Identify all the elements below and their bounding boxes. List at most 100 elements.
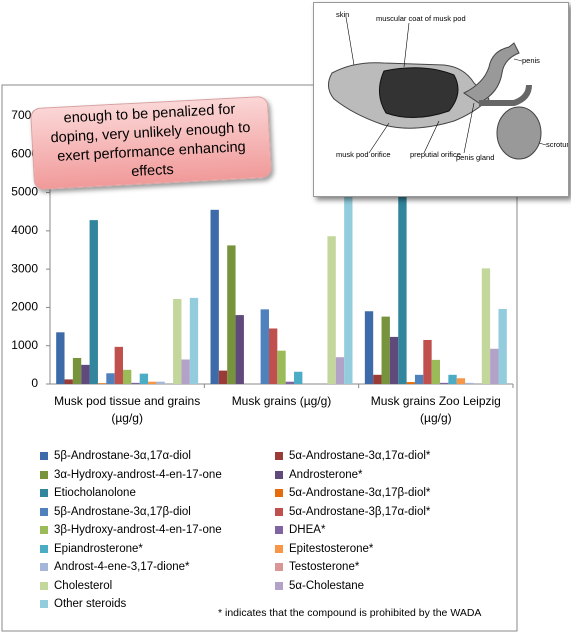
bar — [431, 359, 441, 384]
bar — [465, 382, 474, 384]
bar — [148, 381, 157, 384]
x-tick-label: Musk grains (µg/g) — [231, 394, 332, 408]
bar — [344, 181, 353, 384]
legend: 5β-Androstane-3α,17α-diol 5α-Androstane-3… — [40, 447, 510, 614]
legend-item: Cholesterol — [40, 577, 275, 596]
legend-swatch — [275, 544, 283, 553]
bar — [89, 220, 98, 384]
legend-label: 5α-Androstane-3α,17α-diol* — [289, 450, 431, 463]
legend-swatch — [275, 563, 283, 572]
bar — [327, 236, 336, 384]
legend-label: 3β-Hydroxy-androst-4-en-17-one — [54, 524, 222, 537]
legend-item: 3α-Hydroxy-androst-4-en-17-one — [40, 466, 275, 485]
bar — [481, 268, 491, 384]
penis-shape — [463, 42, 520, 104]
diagram-label: skin — [336, 10, 349, 19]
callout: enough to be penalized for doping, very … — [30, 95, 272, 191]
bar — [440, 382, 449, 384]
legend-swatch — [275, 507, 283, 516]
legend-swatch — [275, 452, 283, 461]
x-tick-label: Musk grains Zoo Leipzig (µg/g) — [370, 394, 501, 425]
bar — [285, 381, 295, 384]
bar — [423, 339, 432, 384]
legend-item: 5β-Androstane-3α,17α-diol — [40, 447, 275, 466]
legend-label: Androst-4-ene-3,17-dione* — [54, 561, 190, 574]
bar — [406, 382, 415, 384]
bar — [181, 359, 190, 384]
legend-item: 5β-Androstane-3α,17β-diol — [40, 503, 275, 522]
scrotum-shape — [496, 106, 542, 160]
bar — [268, 328, 278, 384]
legend-label: Other steroids — [54, 598, 127, 611]
legend-item: 5α-Androstane-3α,17β-diol* — [275, 484, 510, 503]
y-tick-label: 4000 — [11, 223, 38, 237]
legend-item: Androst-4-ene-3,17-dione* — [40, 558, 275, 577]
bar — [210, 209, 219, 384]
legend-item: DHEA* — [275, 521, 510, 540]
legend-item: Testosterone* — [275, 558, 510, 577]
legend-swatch — [40, 470, 48, 479]
legend-item: 5α-Androstane-3α,17α-diol* — [275, 447, 510, 466]
legend-label: 3α-Hydroxy-androst-4-en-17-one — [54, 468, 222, 481]
bar — [398, 169, 407, 384]
diagram-drawing: skin muscular coat of musk pod penis scrotu… — [328, 10, 571, 162]
legend-label: Epitestosterone* — [289, 542, 374, 555]
bar — [218, 370, 228, 384]
legend-label: 5β-Androstane-3α,17β-diol — [54, 505, 191, 518]
duct — [479, 84, 532, 106]
bar — [131, 382, 140, 384]
legend-label: Etiocholanolone — [54, 487, 136, 500]
bar — [260, 309, 269, 384]
x-tick-label: Musk pod tissue and grains (µg/g) — [54, 394, 201, 425]
bar — [106, 373, 115, 384]
diagram-label: musk pod orifice — [336, 150, 391, 159]
bar — [173, 299, 182, 384]
legend-label: 5α-Cholestane — [289, 579, 365, 592]
y-tick-label: 0 — [31, 376, 38, 390]
legend-swatch — [40, 489, 48, 498]
footnote: * indicates that the compound is prohibi… — [218, 607, 482, 619]
bar — [81, 364, 90, 384]
bar — [277, 350, 286, 384]
bar — [227, 245, 236, 384]
bar — [498, 308, 507, 384]
diagram-label: muscular coat of musk pod — [376, 14, 466, 23]
legend-label: Testosterone* — [289, 561, 360, 574]
bar — [414, 374, 424, 384]
legend-item: Epiandrosterone* — [40, 540, 275, 559]
bar — [97, 383, 107, 384]
bar — [456, 378, 466, 384]
bar — [114, 346, 123, 384]
bar — [56, 332, 65, 384]
legend-swatch — [40, 581, 48, 590]
legend-item: Epitestosterone* — [275, 540, 510, 559]
bar — [64, 379, 73, 384]
y-tick-label: 5000 — [11, 185, 38, 199]
bar — [448, 374, 457, 384]
y-tick-label: 3000 — [11, 261, 38, 275]
legend-label: DHEA* — [289, 524, 326, 537]
legend-swatch — [40, 507, 48, 516]
bar — [490, 348, 499, 384]
bar — [389, 336, 399, 384]
bar — [189, 297, 199, 384]
bar — [235, 315, 244, 384]
legend-item: 3β-Hydroxy-androst-4-en-17-one — [40, 521, 275, 540]
bar — [381, 316, 390, 384]
legend-label: 5α-Androstane-3α,17β-diol* — [289, 487, 431, 500]
bar — [156, 381, 165, 384]
legend-label: 5α-Androstane-3β,17α-diol* — [289, 505, 431, 518]
diagram-label: penis — [522, 56, 540, 65]
bar — [72, 357, 82, 384]
legend-swatch — [275, 581, 283, 590]
legend-label: Androsterone* — [289, 468, 363, 481]
legend-swatch — [40, 600, 48, 609]
legend-swatch — [275, 526, 283, 535]
bar — [364, 311, 374, 384]
legend-item: 5α-Androstane-3β,17α-diol* — [275, 503, 510, 522]
legend-swatch — [40, 526, 48, 535]
legend-item: Androsterone* — [275, 466, 510, 485]
bar — [294, 371, 303, 384]
